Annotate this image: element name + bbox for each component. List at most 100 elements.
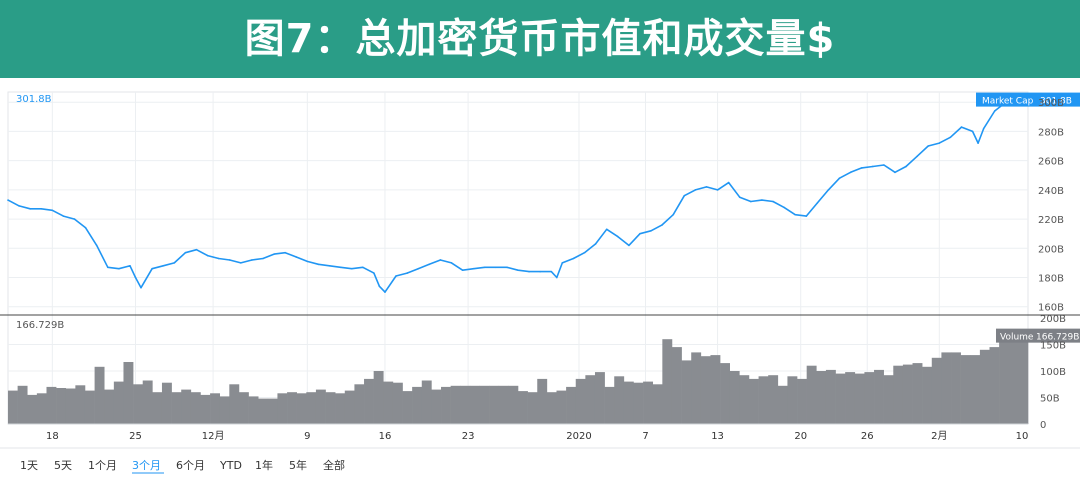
volume-bar — [797, 378, 807, 424]
volume-bar — [75, 385, 86, 424]
volume-bar — [999, 339, 1010, 424]
volume-y-tick-label: 100B — [1040, 367, 1066, 378]
volume-bar — [383, 381, 394, 424]
market-cap-y-tick-label: 180B — [1038, 273, 1064, 284]
volume-bar — [979, 349, 990, 424]
volume-bar — [825, 369, 836, 424]
range-button-3[interactable]: 3个月 — [132, 459, 161, 472]
chart-container[interactable]: 301.8B Market Cap 301.8B 166.729B Volume 166… — [0, 84, 1080, 478]
range-button-8[interactable]: 全部 — [323, 458, 345, 472]
range-selector: 1天 5天 1个月 3个月 6个月 YTD 1年 5年 全部 — [20, 458, 345, 474]
volume-bar — [546, 392, 557, 424]
market-cap-point — [905, 165, 907, 168]
volume-bar — [556, 390, 567, 424]
market-cap-point — [993, 110, 996, 112]
volume-bar — [845, 372, 856, 424]
market-cap-point — [572, 257, 575, 260]
market-cap-line — [7, 98, 1018, 293]
volume-bar — [469, 385, 480, 424]
market-cap-point — [173, 262, 176, 264]
market-cap-point — [95, 244, 98, 247]
volume-bar — [874, 369, 884, 424]
volume-bar — [161, 382, 172, 424]
volume-bar — [344, 390, 355, 424]
market-cap-point — [472, 267, 475, 270]
volume-bar — [691, 352, 702, 424]
volume-bar — [633, 382, 644, 424]
volume-bar — [8, 390, 18, 424]
market-cap-point — [716, 189, 719, 191]
range-button-2[interactable]: 1个月 — [88, 459, 117, 472]
range-button-5[interactable]: YTD — [219, 459, 242, 472]
volume-bar — [662, 339, 673, 424]
market-cap-point — [727, 181, 730, 184]
volume-bar — [489, 385, 500, 424]
volume-bar — [729, 371, 740, 424]
x-tick-label: 9 — [304, 431, 310, 442]
volume-bar — [94, 366, 105, 424]
market-cap-point — [428, 263, 431, 266]
volume-bar — [325, 392, 336, 424]
x-tick-label: 7 — [642, 431, 648, 442]
volume-bar — [758, 376, 769, 424]
market-cap-point — [240, 262, 242, 264]
market-cap-point — [982, 127, 985, 130]
volume-bar — [951, 352, 961, 424]
market-cap-point — [273, 253, 275, 255]
x-tick-label: 2020 — [566, 431, 591, 442]
market-cap-point — [151, 267, 153, 270]
market-cap-point — [794, 213, 796, 216]
market-cap-point — [517, 269, 519, 271]
volume-bar — [171, 392, 182, 424]
market-cap-point — [827, 189, 830, 191]
range-button-1[interactable]: 5天 — [54, 459, 72, 472]
market-cap-point — [650, 229, 652, 232]
market-cap-point — [805, 215, 808, 217]
volume-bar — [989, 347, 1000, 424]
market-cap-point — [439, 259, 442, 261]
range-button-0[interactable]: 1天 — [20, 459, 38, 472]
market-cap-point — [860, 167, 863, 169]
volume-bar — [56, 388, 67, 424]
volume-bar — [238, 392, 249, 424]
market-cap-point — [84, 227, 87, 229]
volume-bar — [219, 396, 230, 424]
market-cap-point — [916, 155, 918, 158]
volume-bar — [777, 385, 788, 424]
market-cap-point — [694, 189, 697, 191]
volume-bar — [267, 398, 278, 424]
range-button-4[interactable]: 6个月 — [176, 459, 205, 472]
market-cap-current-label: 301.8B — [16, 94, 52, 105]
market-cap-point — [206, 254, 209, 257]
volume-bar — [113, 381, 124, 424]
volume-bar — [190, 392, 201, 424]
volume-bar — [806, 365, 817, 424]
volume-bar — [835, 373, 846, 424]
volume-bar — [700, 356, 711, 424]
market-cap-point — [395, 275, 397, 277]
market-cap-point — [295, 256, 298, 258]
market-cap-point — [184, 251, 187, 254]
x-tick-label: 23 — [462, 431, 475, 442]
range-button-6[interactable]: 1年 — [255, 458, 273, 472]
volume-bar — [1018, 335, 1029, 424]
market-cap-point — [7, 199, 9, 201]
market-cap-point — [284, 251, 286, 254]
volume-bar — [431, 389, 442, 424]
volume-y-tick-label: 50B — [1040, 394, 1060, 405]
market-cap-point — [894, 171, 896, 174]
range-button-7[interactable]: 5年 — [289, 458, 307, 472]
volume-bar — [816, 371, 827, 424]
market-cap-point — [29, 208, 31, 210]
volume-bar — [883, 375, 894, 424]
market-cap-point — [450, 262, 453, 264]
volume-bar — [854, 373, 865, 424]
volume-bar — [479, 385, 490, 424]
volume-bar — [123, 362, 134, 424]
market-cap-marker-value: 301.8B — [1040, 97, 1072, 107]
market-cap-point — [705, 186, 708, 188]
volume-bar — [84, 390, 95, 424]
x-tick-label: 10 — [1016, 431, 1029, 442]
market-cap-point — [306, 260, 309, 263]
